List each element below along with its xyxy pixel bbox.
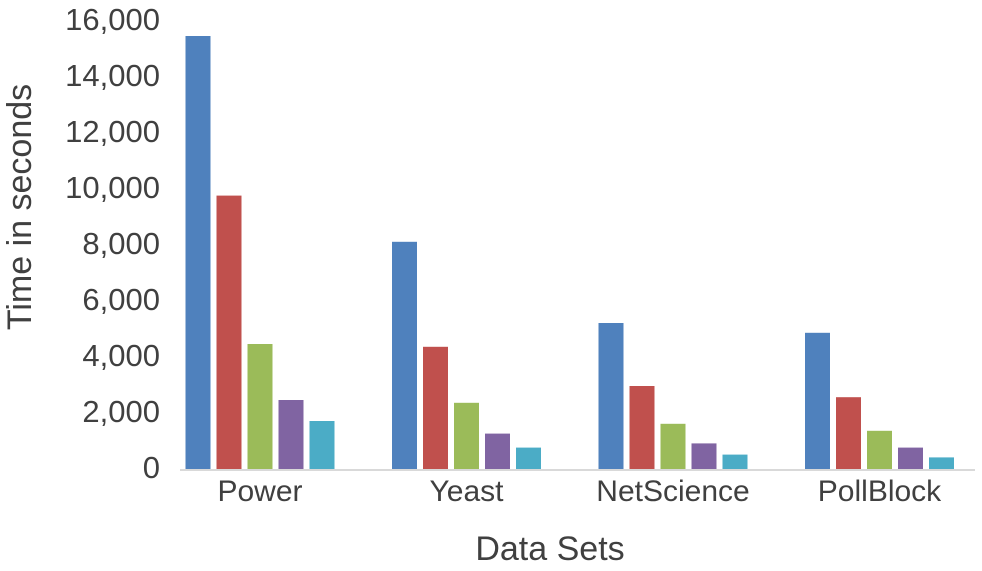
y-tick-label: 6,000 xyxy=(82,282,160,317)
x-tick-label: Yeast xyxy=(430,475,505,508)
x-tick-label: Power xyxy=(217,475,302,508)
bar xyxy=(722,454,748,470)
bar xyxy=(454,402,479,470)
bar xyxy=(805,332,830,470)
y-axis-title: Time in seconds xyxy=(1,84,39,330)
bar xyxy=(867,430,892,470)
bar xyxy=(598,323,624,470)
bar xyxy=(660,423,686,470)
y-tick-label: 12,000 xyxy=(65,114,160,149)
bar xyxy=(278,400,304,470)
bar xyxy=(216,195,242,470)
bar xyxy=(898,447,923,470)
y-tick-label: 4,000 xyxy=(82,338,160,373)
y-tick-label: 16,000 xyxy=(65,2,160,37)
bar xyxy=(929,457,954,470)
y-tick-label: 0 xyxy=(143,450,160,485)
bar xyxy=(629,386,655,470)
bar xyxy=(516,447,541,470)
bar xyxy=(485,433,510,470)
bar xyxy=(423,346,448,470)
bar xyxy=(691,443,717,470)
bar xyxy=(185,36,211,470)
bar xyxy=(392,241,417,470)
y-tick-label: 14,000 xyxy=(65,58,160,93)
bar xyxy=(309,421,335,470)
y-tick-label: 2,000 xyxy=(82,394,160,429)
x-axis-title: Data Sets xyxy=(475,530,624,568)
bar xyxy=(247,344,273,470)
y-tick-label: 8,000 xyxy=(82,226,160,261)
y-tick-label: 10,000 xyxy=(65,170,160,205)
x-tick-label: PollBlock xyxy=(818,475,942,508)
bar xyxy=(836,397,861,470)
x-tick-label: NetScience xyxy=(596,475,749,508)
